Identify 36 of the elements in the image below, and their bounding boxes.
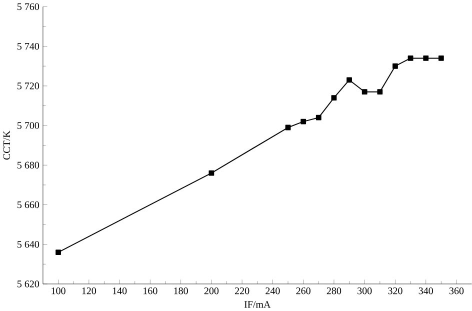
point <box>331 95 337 100</box>
x-tick-label: 320 <box>388 287 402 294</box>
x-tick-label: 280 <box>326 287 342 294</box>
y-tick-label: 5 660 <box>18 201 40 208</box>
point <box>300 118 306 124</box>
x-tick-label: 140 <box>112 287 127 294</box>
x-tick-label: 240 <box>266 287 280 294</box>
y-tick-label: 5 740 <box>18 42 40 50</box>
y-tick-label: 5 680 <box>18 162 40 168</box>
y-tick-label: 5 620 <box>18 280 40 288</box>
point <box>438 55 444 61</box>
x-tick-label: 180 <box>174 287 188 294</box>
x-tick-label: 120 <box>82 287 96 294</box>
y-tick-label: 5 720 <box>18 82 40 90</box>
x-axis-title: IF/mA <box>244 301 271 308</box>
point <box>377 89 383 94</box>
y-tick-label: 5 700 <box>18 122 40 129</box>
y-tick-label: 5 640 <box>18 240 40 248</box>
x-tick-label: 360 <box>449 287 464 294</box>
y-tick-label: 5 760 <box>18 3 40 10</box>
x-tick-label: 300 <box>358 287 372 294</box>
point <box>316 114 322 120</box>
point <box>423 55 429 61</box>
x-tick-label: 200 <box>204 287 219 294</box>
point <box>56 250 61 255</box>
x-tick-label: 340 <box>418 287 433 294</box>
point <box>208 170 214 176</box>
x-tick-label: 260 <box>296 287 310 294</box>
y-axis-title: CCT/K <box>3 130 10 160</box>
point <box>346 77 352 83</box>
x-tick-label: 100 <box>52 287 66 294</box>
point <box>392 63 398 69</box>
point <box>408 55 414 61</box>
point <box>362 89 368 94</box>
x-tick-label: 220 <box>235 287 250 294</box>
x-tick-label: 160 <box>144 287 158 294</box>
